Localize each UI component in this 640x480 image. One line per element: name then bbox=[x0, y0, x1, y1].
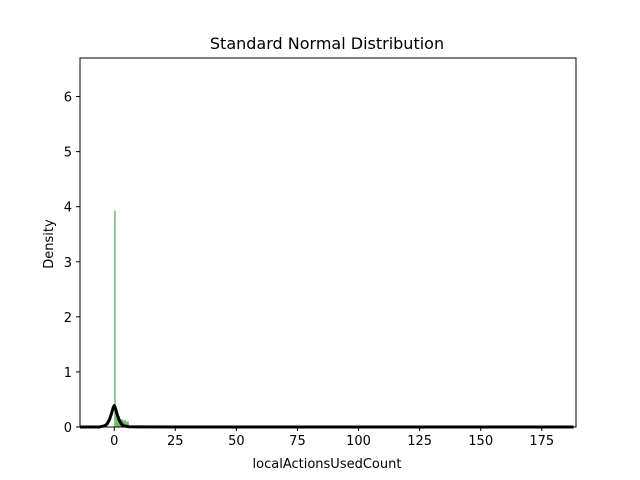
x-tick-label-150: 150 bbox=[468, 434, 493, 449]
histogram-bar-4 bbox=[123, 420, 126, 427]
histogram-bar-5 bbox=[125, 421, 129, 427]
x-axis-label: localActionsUsedCount bbox=[253, 457, 402, 472]
x-tick-label-25: 25 bbox=[167, 434, 184, 449]
plot-frame bbox=[79, 57, 577, 428]
y-tick-label-0: 0 bbox=[64, 421, 72, 436]
plot-area bbox=[79, 210, 574, 429]
y-tick-label-6: 6 bbox=[64, 91, 72, 106]
y-tick-label-5: 5 bbox=[64, 146, 72, 161]
y-tick-label-3: 3 bbox=[64, 256, 72, 271]
y-tick-label-2: 2 bbox=[64, 311, 72, 326]
x-tick-label-50: 50 bbox=[228, 434, 245, 449]
axes: 0 25 50 75 100 125 150 175 0 1 2 3 4 5 6 bbox=[64, 57, 577, 449]
histogram-bar-0 bbox=[114, 210, 116, 427]
x-tick-label-75: 75 bbox=[289, 434, 306, 449]
y-tick-label-1: 1 bbox=[64, 366, 72, 381]
normal-fit-curve bbox=[79, 404, 574, 429]
x-tick-label-0: 0 bbox=[110, 434, 118, 449]
chart-title: Standard Normal Distribution bbox=[210, 34, 444, 53]
histogram-bar-1 bbox=[115, 412, 118, 427]
y-axis-label: Density bbox=[42, 219, 57, 269]
x-tick-label-175: 175 bbox=[529, 434, 554, 449]
x-tick-label-125: 125 bbox=[407, 434, 432, 449]
y-tick-label-4: 4 bbox=[64, 201, 72, 216]
x-tick-label-100: 100 bbox=[346, 434, 371, 449]
